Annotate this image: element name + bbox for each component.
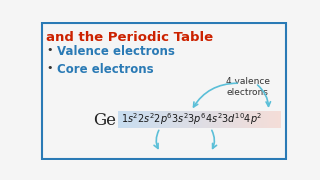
Bar <box>166 111 169 128</box>
Bar <box>218 111 221 128</box>
Bar <box>253 111 256 128</box>
Bar <box>164 111 167 128</box>
Bar <box>161 111 164 128</box>
Bar <box>183 111 186 128</box>
Text: Ge: Ge <box>93 112 116 129</box>
Bar <box>128 111 132 128</box>
Bar <box>248 111 251 128</box>
Bar <box>264 111 267 128</box>
Bar <box>245 111 248 128</box>
Bar <box>204 111 207 128</box>
Bar <box>251 111 253 128</box>
Bar <box>267 111 270 128</box>
Bar <box>210 111 213 128</box>
Bar <box>231 111 235 128</box>
Bar <box>234 111 237 128</box>
Bar <box>145 111 148 128</box>
Bar <box>229 111 232 128</box>
Bar <box>207 111 210 128</box>
Bar <box>256 111 259 128</box>
Bar <box>156 111 159 128</box>
Bar <box>117 111 121 128</box>
Bar <box>269 111 273 128</box>
Bar <box>137 111 140 128</box>
Bar <box>177 111 180 128</box>
Text: •: • <box>46 63 53 73</box>
Bar <box>220 111 224 128</box>
Bar <box>158 111 161 128</box>
Bar <box>202 111 205 128</box>
Bar <box>277 111 281 128</box>
Bar <box>275 111 278 128</box>
Bar <box>134 111 137 128</box>
Bar <box>180 111 183 128</box>
Bar <box>194 111 196 128</box>
Bar <box>191 111 194 128</box>
Text: Valence electrons: Valence electrons <box>57 45 175 58</box>
Bar <box>259 111 262 128</box>
Bar <box>150 111 153 128</box>
Bar <box>272 111 275 128</box>
Bar <box>185 111 188 128</box>
Text: $1s^22s^22p^63s^23p^64s^23d^{10}4p^2$: $1s^22s^22p^63s^23p^64s^23d^{10}4p^2$ <box>121 111 262 127</box>
Bar <box>212 111 216 128</box>
Bar <box>139 111 142 128</box>
Bar <box>126 111 129 128</box>
Bar <box>174 111 178 128</box>
Text: 4 valence
electrons: 4 valence electrons <box>226 77 270 97</box>
Text: Core electrons: Core electrons <box>57 63 154 76</box>
Bar <box>188 111 191 128</box>
Bar <box>147 111 150 128</box>
Bar <box>199 111 202 128</box>
Bar <box>242 111 245 128</box>
Text: •: • <box>46 45 53 55</box>
Bar <box>120 111 123 128</box>
Bar <box>223 111 226 128</box>
Bar <box>131 111 134 128</box>
Bar <box>215 111 218 128</box>
Bar <box>240 111 243 128</box>
Bar <box>237 111 240 128</box>
Bar <box>261 111 264 128</box>
Bar <box>196 111 199 128</box>
Bar <box>172 111 175 128</box>
Bar <box>169 111 172 128</box>
Text: and the Periodic Table: and the Periodic Table <box>46 31 213 44</box>
Bar <box>142 111 145 128</box>
Bar <box>123 111 126 128</box>
Bar <box>153 111 156 128</box>
Bar <box>226 111 229 128</box>
